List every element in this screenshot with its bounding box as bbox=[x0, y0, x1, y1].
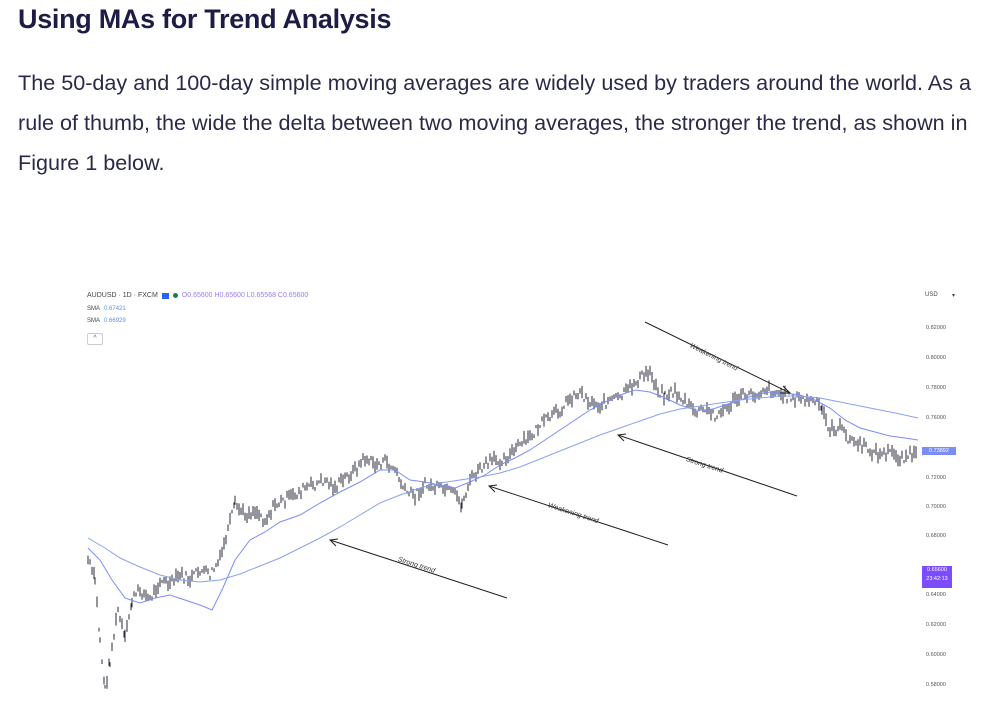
candlesticks bbox=[87, 365, 917, 689]
article-paragraph: The 50-day and 100-day simple moving ave… bbox=[18, 70, 972, 175]
sma-slow-line bbox=[87, 395, 919, 583]
current-price-tag: 0.65600 23:42:13 bbox=[922, 566, 952, 588]
symbol-label: AUDUSD · 1D · FXCM bbox=[87, 292, 158, 299]
sma-legend-fast: SMA 0.67421 bbox=[87, 306, 126, 312]
trend-arrows bbox=[328, 321, 798, 599]
price-tick: 0.78000 bbox=[926, 385, 946, 391]
price-tick: 0.82000 bbox=[926, 325, 946, 331]
article-heading: Using MAs for Trend Analysis bbox=[18, 4, 392, 34]
currency-label: USD bbox=[925, 292, 938, 298]
legend-collapse-button: ^ bbox=[87, 333, 103, 345]
price-chart-image: AUDUSD · 1D · FXCM O0.65600 H0.65600 L0.… bbox=[0, 280, 1002, 709]
arrow-weakening-2 bbox=[488, 485, 669, 546]
price-tick: 0.72000 bbox=[926, 475, 946, 481]
price-tick: 0.58000 bbox=[926, 682, 946, 688]
chevron-down-icon: ▾ bbox=[952, 293, 956, 299]
symbol-header: AUDUSD · 1D · FXCM O0.65600 H0.65600 L0.… bbox=[87, 292, 308, 299]
price-tick: 0.76000 bbox=[926, 415, 946, 421]
price-tick: 0.70000 bbox=[926, 504, 946, 510]
flag-icon bbox=[161, 292, 169, 299]
price-tick: 0.64000 bbox=[926, 592, 946, 598]
ohlc-readout: O0.65600 H0.65600 L0.65568 C0.65600 bbox=[181, 292, 309, 299]
price-tick: 0.60000 bbox=[926, 652, 946, 658]
arrow-weakening-1 bbox=[644, 321, 791, 394]
arrow-strong-1 bbox=[617, 434, 798, 497]
sma-fast-line bbox=[87, 389, 919, 611]
sma-legend-slow: SMA 0.66929 bbox=[87, 318, 126, 324]
price-tick: 0.68000 bbox=[926, 533, 946, 539]
sma-price-tag: 0.73892 bbox=[922, 447, 956, 455]
chart-canvas bbox=[87, 321, 919, 689]
price-tick: 0.62000 bbox=[926, 622, 946, 628]
arrow-strong-2 bbox=[329, 539, 508, 599]
market-status-icon bbox=[172, 293, 178, 298]
price-tick: 0.80000 bbox=[926, 355, 946, 361]
